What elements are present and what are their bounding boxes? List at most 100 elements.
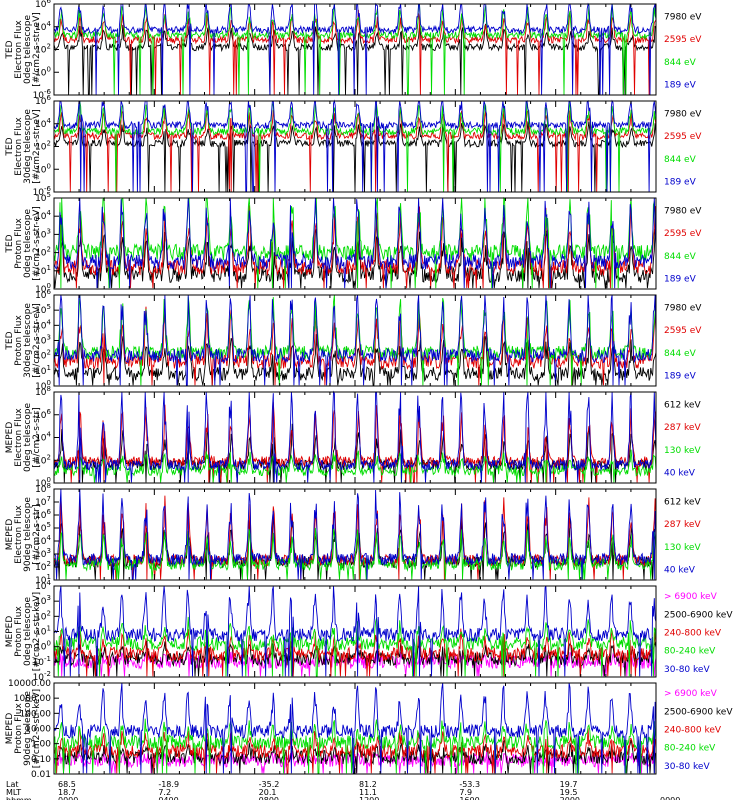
panel-2-ylabel-line: Electron Flux — [14, 117, 24, 176]
panel-5-ytick-label: 100 — [35, 476, 51, 489]
panel-6-series-3-trace — [53, 527, 657, 580]
panel-7-ytick-label: 10-1 — [33, 655, 51, 668]
x-col-5-row-3: 1600 — [459, 796, 479, 800]
panel-4-ytick-label: 100 — [35, 379, 51, 392]
x-row-label-hhmm: hhmm — [6, 796, 32, 800]
x-col-2-row-1: -18.9 — [158, 780, 179, 789]
panel-1-ylabel-line: [#/cm2-s-str-eV] — [32, 12, 42, 87]
panel-8-legend-4: 80-240 keV — [664, 744, 716, 754]
panel-8-ytick-label: 1.00 — [31, 740, 51, 750]
panel-5-ylabel-line: MEPED — [5, 422, 15, 454]
panel-8-ylabel-line: Proton Flux — [14, 703, 24, 754]
panel-3-ylabel: TED Proton Flux 0deg telescope [#/cm2-s-str… — [5, 206, 42, 281]
panel-7-legend-2: 2500-6900 keV — [664, 610, 733, 620]
x-col-3-row-1: -35.2 — [259, 780, 280, 789]
panel-2-ylabel: TED Electron Flux 30deg telescope [#/cm2-s-… — [5, 109, 42, 184]
x-col-4-row-3: 1200 — [359, 796, 379, 800]
x-col-7-row-3: 0000 — [660, 796, 680, 800]
panel-7-ylabel-line: MEPED — [5, 616, 15, 648]
panel-5-ytick-label: 104 — [35, 431, 51, 444]
panel-3-ylabel-line: TED — [5, 234, 15, 253]
panel-8-ylabel-line: 90deg telescope — [23, 691, 33, 766]
panel-3-series-4-trace — [53, 197, 657, 289]
x-row-label-lat: Lat — [6, 780, 19, 789]
panel-8-series-4-trace — [53, 718, 657, 774]
panel-6-ytick-label: 107 — [35, 495, 51, 508]
panel-5-ylabel-line: Electron Flux — [14, 408, 24, 467]
panel-7-ylabel-line: [#/cm2-s-str-keV] — [32, 592, 42, 671]
panel-4-legend-3: 844 eV — [664, 349, 697, 359]
panel-5-legend-4: 40 keV — [664, 469, 696, 479]
panel-5-legend-3: 130 keV — [664, 446, 701, 456]
panel-3: 100 101 102 103 104 105 TED Proton Flux 0deg tel… — [5, 191, 702, 295]
panel-2: 10-6 100 102 104 106 TED Electron Flux 30deg te… — [5, 94, 702, 198]
panel-1-legend-2: 2595 eV — [664, 35, 702, 45]
panel-2-legend-2: 2595 eV — [664, 132, 702, 142]
panel-1-ytick-label: 102 — [35, 43, 51, 56]
panel-5-legend-2: 287 keV — [664, 423, 701, 433]
panel-1-legend-1: 7980 eV — [664, 12, 702, 22]
panel-7-series-3-trace — [53, 628, 657, 677]
panel-6-ytick-label: 104 — [35, 534, 51, 547]
panel-4-ytick-label: 104 — [35, 318, 51, 331]
panel-4-ytick-label: 105 — [35, 303, 51, 316]
panel-8-legend-1: > 6900 keV — [664, 689, 718, 699]
panel-8-ytick-label: 1000.00 — [14, 694, 51, 704]
panel-3-ylabel-line: 0deg telescope — [23, 209, 33, 279]
panel-4-legend-1: 7980 eV — [664, 303, 702, 313]
panel-7-ytick-label: 103 — [35, 594, 51, 607]
x-col-6-row-2: 19.5 — [560, 788, 578, 797]
x-col-2-row-2: 7.2 — [158, 788, 171, 797]
x-row-label-mlt: MLT — [6, 788, 21, 797]
panel-8-ylabel-line: MEPED — [5, 713, 15, 745]
panel-5-ytick-label: 102 — [35, 453, 51, 466]
panel-8: 0.010.101.0010.00100.001000.0010000.00ME… — [5, 679, 733, 780]
panel-2-legend-1: 7980 eV — [664, 109, 702, 119]
panel-1: 10-6 100 102 104 106 TED Electron Flux 0deg tel… — [5, 0, 702, 101]
panel-1-ytick-label: 106 — [35, 0, 51, 10]
panel-6-ylabel-line: MEPED — [5, 519, 15, 551]
panel-7-series-4-trace — [53, 616, 657, 677]
panel-8-legend-5: 30-80 keV — [664, 762, 710, 772]
panel-3-legend-1: 7980 eV — [664, 206, 702, 216]
panel-2-legend-4: 189 eV — [664, 178, 697, 188]
panel-1-ylabel: TED Electron Flux 0deg telescope [#/cm2-s-s… — [5, 12, 42, 87]
x-col-6-row-1: 19.7 — [560, 780, 578, 789]
panel-7-ytick-label: 10-2 — [33, 670, 51, 683]
panel-5-ytick-label: 106 — [35, 408, 51, 421]
panel-1-ytick-label: 10-6 — [33, 88, 52, 101]
panel-5-ylabel: MEPED Electron Flux 0deg telescope [#/cm2-s… — [5, 403, 42, 473]
panel-5-ytick-label: 108 — [35, 385, 51, 398]
panel-3-legend-3: 844 eV — [664, 252, 697, 262]
x-col-5-row-2: 7.9 — [459, 788, 472, 797]
panel-3-ytick-label: 102 — [35, 246, 51, 259]
panel-2-series-4-trace — [53, 99, 657, 193]
panel-8-ytick-label: 10.00 — [25, 725, 51, 735]
panel-5-ylabel-line: [#/cm2-s-str] — [32, 407, 42, 467]
panel-6-legend-2: 287 keV — [664, 520, 701, 530]
panel-4-legend-4: 189 eV — [664, 372, 697, 382]
panel-3-ytick-label: 101 — [35, 264, 51, 277]
panel-7-legend-1: > 6900 keV — [664, 592, 718, 602]
panel-7-ytick-label: 100 — [35, 640, 51, 653]
panel-6-legend-4: 40 keV — [664, 566, 696, 576]
panel-2-ytick-label: 100 — [35, 162, 51, 175]
panel-1-ylabel-line: TED — [5, 40, 15, 59]
panel-7-legend-4: 80-240 keV — [664, 647, 716, 657]
panel-4-ytick-label: 101 — [35, 364, 51, 377]
x-col-4-row-2: 11.1 — [359, 788, 377, 797]
panel-2-ytick-label: 102 — [35, 140, 51, 153]
panel-6-series-4-trace — [53, 488, 657, 580]
panel-6-ytick-label: 103 — [35, 547, 51, 560]
panel-1-legend-3: 844 eV — [664, 58, 697, 68]
panel-5-series-2-trace — [53, 402, 657, 483]
panel-3-legend-4: 189 eV — [664, 275, 697, 285]
panel-1-legend-4: 189 eV — [664, 81, 697, 91]
panel-4-ylabel-line: Proton Flux — [14, 315, 24, 366]
panel-8-ytick-label: 10000.00 — [8, 679, 51, 689]
x-col-1-row-2: 18.7 — [58, 788, 76, 797]
panel-6-ytick-label: 106 — [35, 508, 51, 521]
